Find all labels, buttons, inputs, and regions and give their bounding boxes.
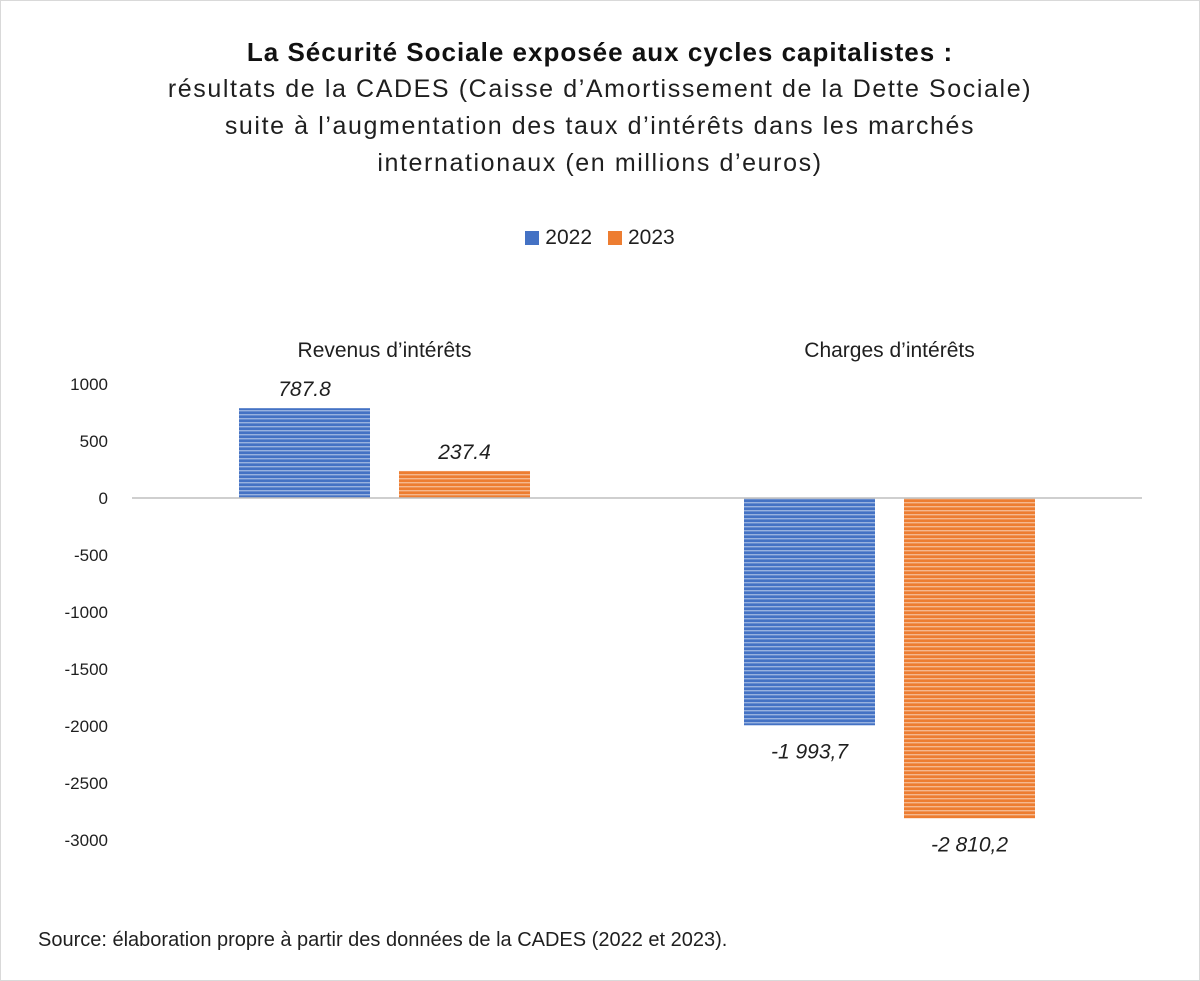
y-tick-label: 0 — [99, 489, 108, 508]
bar-2022-revenus — [239, 408, 370, 498]
legend-item-2023: 2023 — [608, 226, 675, 250]
legend-swatch-2022 — [525, 231, 540, 245]
chart-legend: 2022 2023 — [0, 226, 1200, 250]
y-tick-label: 500 — [80, 432, 108, 451]
bars — [239, 408, 1035, 819]
y-tick-label: -3000 — [65, 831, 108, 850]
legend-label-2023: 2023 — [628, 226, 675, 249]
category-labels: Revenus d’intérêts Charges d’intérêts — [298, 339, 975, 362]
category-label: Revenus d’intérêts — [298, 339, 472, 362]
y-tick-label: -2000 — [65, 717, 108, 736]
y-tick-label: -1000 — [65, 603, 108, 622]
y-axis-tick-labels: 1000 500 0 -500 -1000 -1500 -2000 -2500 -3000 — [65, 375, 108, 850]
legend-swatch-2023 — [608, 231, 622, 245]
bar-2023-revenus — [399, 470, 530, 498]
data-label-2023-revenus: 237.4 — [437, 441, 491, 464]
y-tick-label: -1500 — [65, 660, 108, 679]
data-label-2022-charges: -1 993,7 — [771, 740, 849, 763]
data-label-2023-charges: -2 810,2 — [931, 833, 1008, 856]
y-tick-label: 1000 — [70, 375, 108, 394]
chart-title-block: La Sécurité Sociale exposée aux cycles c… — [0, 34, 1200, 182]
data-labels: 787.8 237.4 -1 993,7 -2 810,2 — [278, 378, 1008, 856]
legend-label-2022: 2022 — [545, 226, 592, 249]
chart-subtitle-line-2: suite à l’augmentation des taux d’intérê… — [224, 112, 976, 140]
source-note: Source: élaboration propre à partir des … — [38, 929, 728, 951]
legend-item-2022: 2022 — [525, 226, 592, 250]
chart-title: La Sécurité Sociale exposée aux cycles c… — [246, 37, 954, 67]
category-label: Charges d’intérêts — [804, 339, 974, 362]
bar-2023-charges — [904, 498, 1035, 819]
chart-subtitle-line-1: résultats de la CADES (Caisse d’Amortiss… — [167, 75, 1033, 103]
bar-2022-charges — [744, 498, 875, 726]
data-label-2022-revenus: 787.8 — [278, 378, 331, 401]
chart-subtitle-line-3: internationaux (en millions d’euros) — [377, 149, 823, 177]
y-tick-label: -2500 — [65, 774, 108, 793]
y-tick-label: -500 — [74, 546, 108, 565]
